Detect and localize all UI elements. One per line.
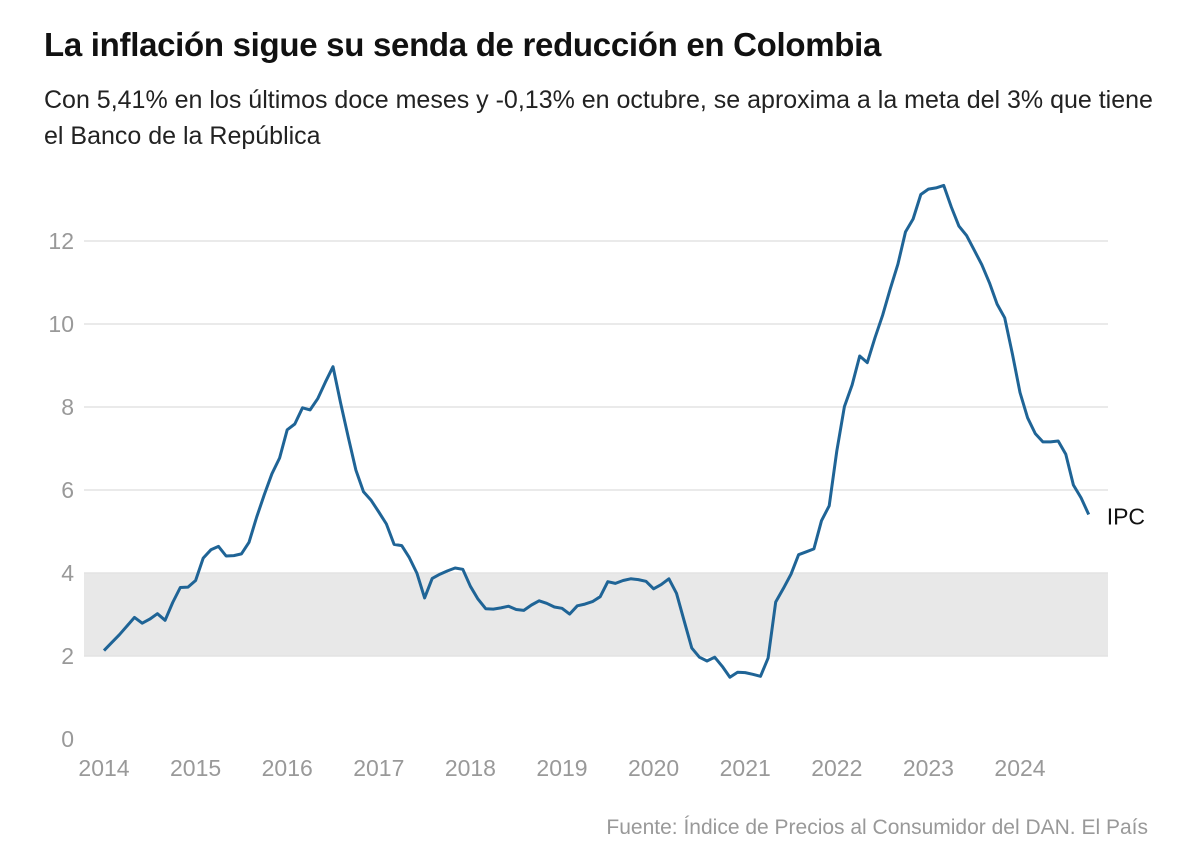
y-tick-label: 8 xyxy=(61,394,74,420)
chart-title: La inflación sigue su senda de reducción… xyxy=(44,26,882,63)
x-tick-label: 2019 xyxy=(536,755,587,781)
y-tick-label: 4 xyxy=(61,560,74,586)
target-band xyxy=(84,573,1108,656)
y-tick-label: 2 xyxy=(61,643,74,669)
series-line-IPC xyxy=(102,183,1091,679)
x-tick-label: 2023 xyxy=(903,755,954,781)
chart-subtitle: Con 5,41% en los últimos doce meses y -0… xyxy=(44,86,1153,150)
series-label: IPC xyxy=(1107,503,1145,529)
x-tick-label: 2020 xyxy=(628,755,679,781)
x-tick-label: 2014 xyxy=(78,755,129,781)
x-tick-label: 2021 xyxy=(720,755,771,781)
x-tick-label: 2024 xyxy=(994,755,1045,781)
y-tick-label: 6 xyxy=(61,477,74,503)
y-tick-label: 0 xyxy=(61,726,74,752)
x-tick-label: 2015 xyxy=(170,755,221,781)
y-tick-label: 12 xyxy=(48,228,74,254)
x-tick-label: 2018 xyxy=(445,755,496,781)
x-tick-label: 2022 xyxy=(811,755,862,781)
source-note: Fuente: Índice de Precios al Consumidor … xyxy=(606,816,1148,839)
x-tick-label: 2016 xyxy=(262,755,313,781)
y-tick-label: 10 xyxy=(48,311,74,337)
x-tick-label: 2017 xyxy=(353,755,404,781)
